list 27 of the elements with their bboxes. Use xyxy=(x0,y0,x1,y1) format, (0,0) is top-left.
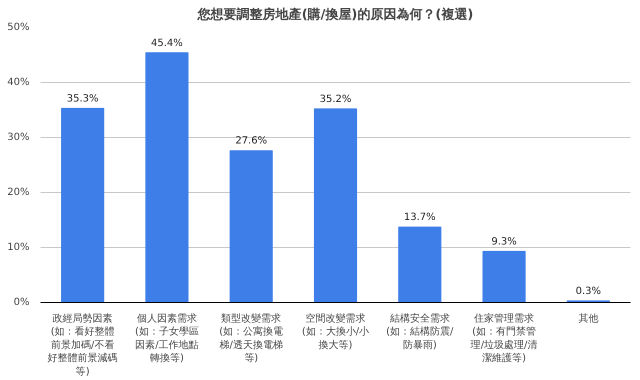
x-tick-label: 政經局勢因素(如：看好整體前景加碼/不看好整體前景減碼等) xyxy=(48,312,118,378)
x-tick-label: 結構安全需求(如：結構防震/防暴雨) xyxy=(386,312,454,351)
bar xyxy=(482,250,526,302)
data-label: 45.4% xyxy=(151,38,183,49)
x-tick-label: 住家管理需求(如：有門禁管理/垃圾處理/清潔維護等) xyxy=(470,312,538,364)
bar xyxy=(230,150,273,302)
x-tick-label: 類型改變需求(如：公寓換電梯/透天換電梯等) xyxy=(218,312,284,364)
y-tick-label: 10% xyxy=(7,242,30,253)
bar xyxy=(314,108,358,302)
data-label: 35.3% xyxy=(66,93,99,104)
data-label: 9.3% xyxy=(491,236,517,248)
bar xyxy=(145,52,188,302)
y-tick-label: 30% xyxy=(7,132,30,143)
y-tick-label: 40% xyxy=(7,77,30,88)
y-tick-label: 0% xyxy=(14,297,30,308)
x-tick-label: 其他 xyxy=(578,312,598,324)
data-label: 13.7% xyxy=(404,212,436,224)
data-label: 0.3% xyxy=(576,286,602,297)
data-label: 35.2% xyxy=(320,94,352,105)
x-tick-label: 個人因素需求(如：子女學區因素/工作地點轉換等) xyxy=(134,312,199,364)
y-tick-label: 50% xyxy=(7,22,30,33)
bar xyxy=(61,108,104,302)
data-label: 27.6% xyxy=(235,136,268,147)
bar xyxy=(398,226,442,302)
chart-title: 您想要調整房地產(購/換屋)的原因為何？(複選) xyxy=(196,6,474,22)
x-tick-label: 空間改變需求(如：大換小/小換大等) xyxy=(302,312,370,351)
y-tick-label: 20% xyxy=(7,187,30,198)
